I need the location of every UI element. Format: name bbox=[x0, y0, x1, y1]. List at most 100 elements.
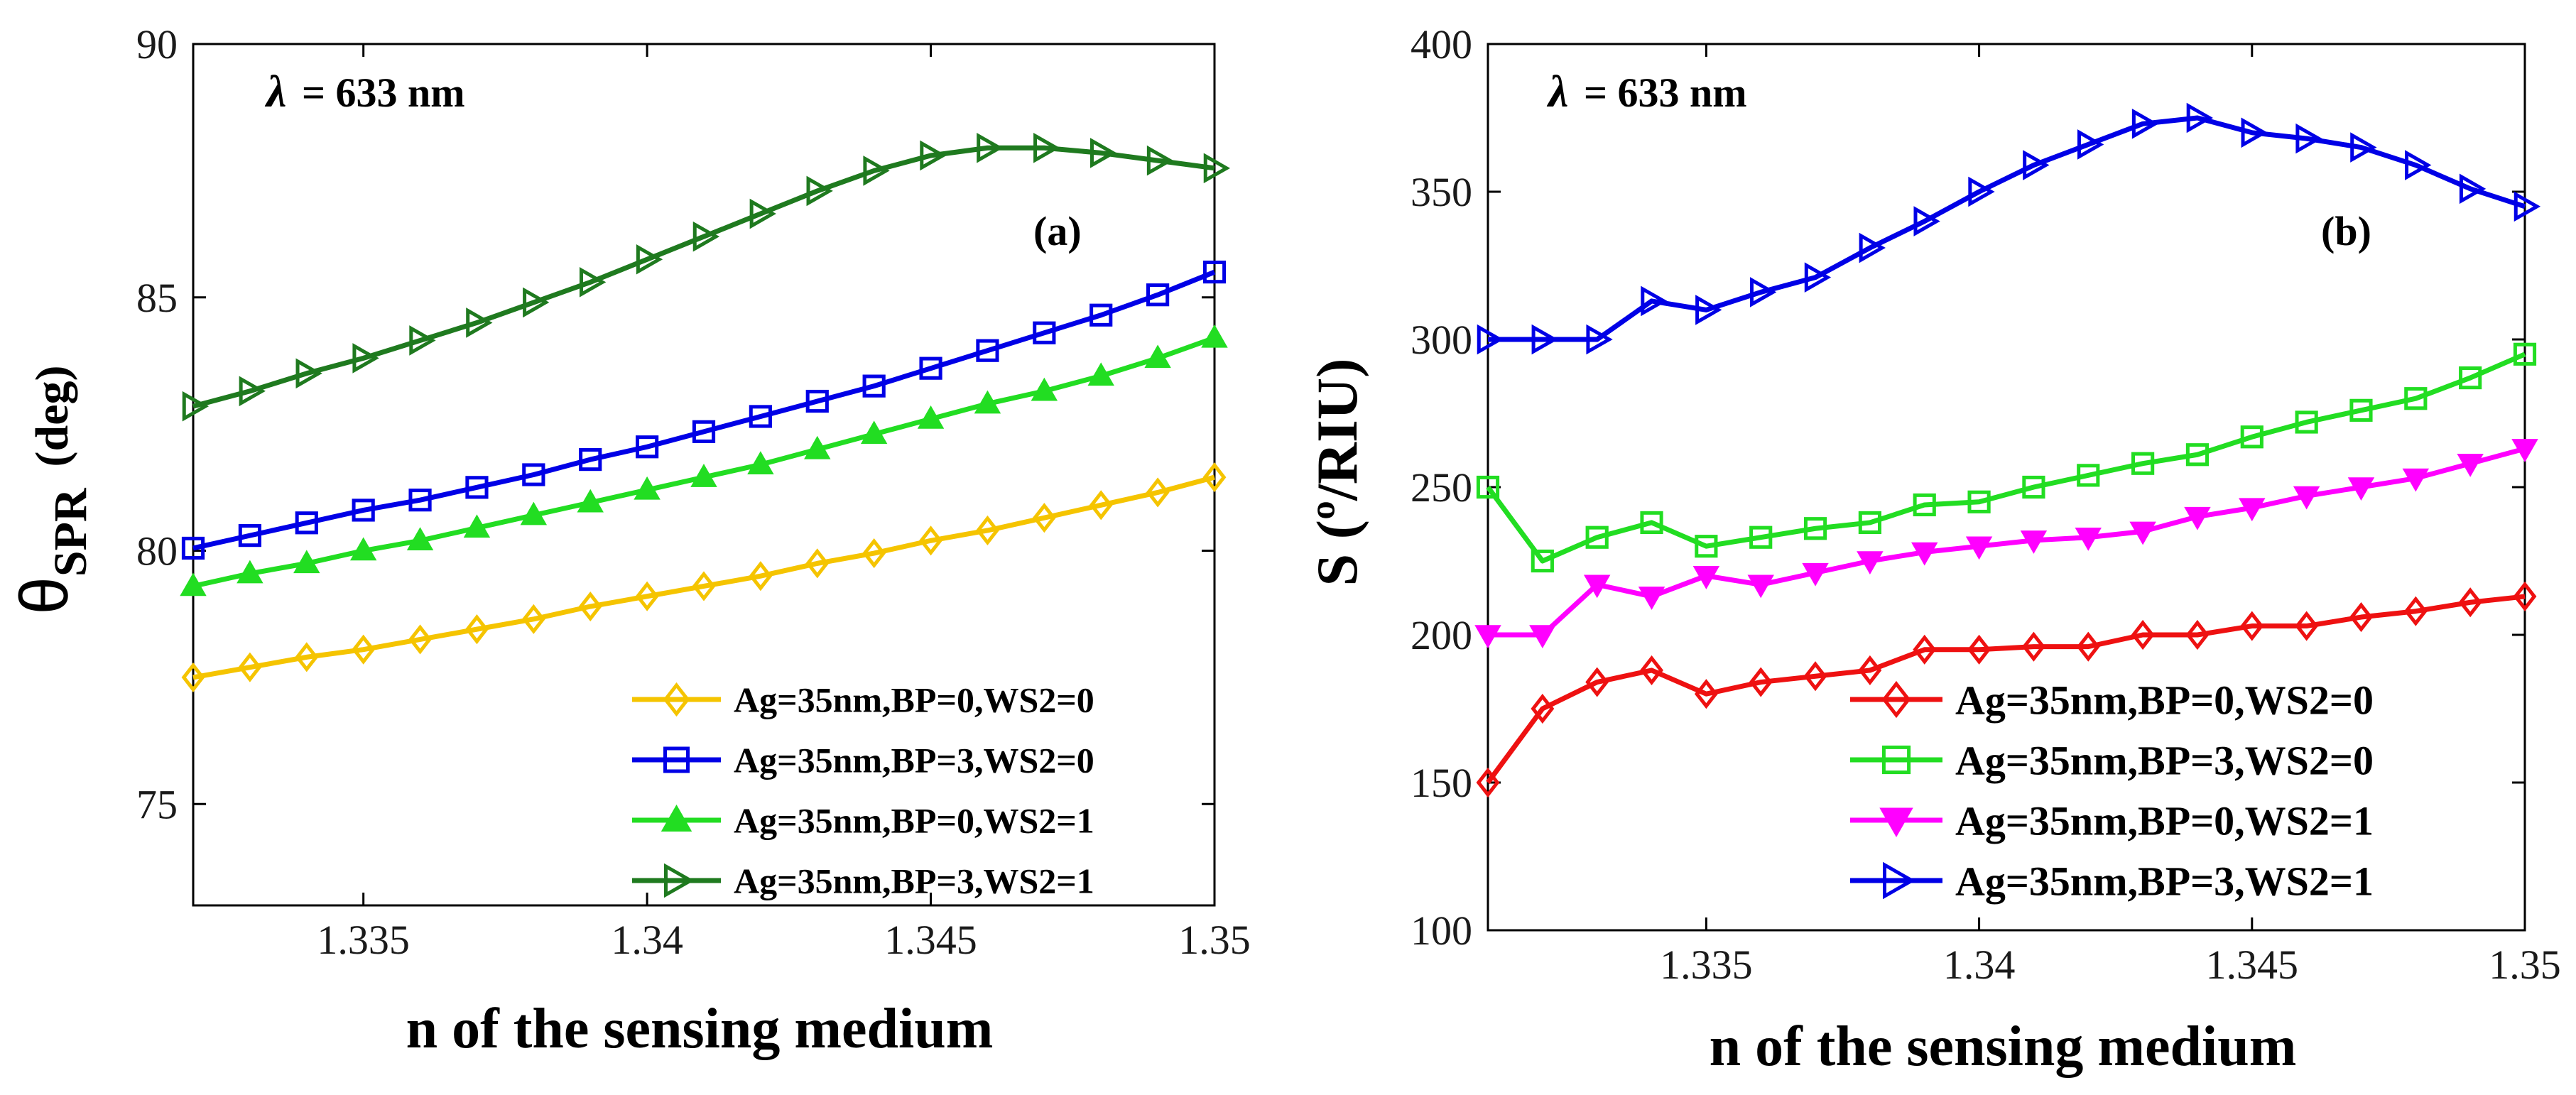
a-series-1-point bbox=[919, 525, 942, 556]
b-series-3 bbox=[1474, 439, 2538, 649]
b-series-2-point bbox=[2513, 342, 2537, 366]
panel-b: 100 150 200 250 300 350 400 1.335 1.34 1.345 1.35… bbox=[1305, 21, 2561, 1078]
panel-a-legend: Ag=35nm,BP=0,WS2=0 Ag=35nm,BP=3,WS2=0 Ag=3… bbox=[632, 680, 1094, 901]
a-series-4-point bbox=[920, 140, 947, 171]
b-series-4-point bbox=[1968, 176, 1995, 207]
a-series-3-point bbox=[1031, 377, 1058, 401]
a-series-1-point bbox=[1089, 490, 1113, 521]
b-series-4-point bbox=[1695, 295, 1722, 325]
a-series-4-point bbox=[636, 244, 663, 275]
b-series-3-point bbox=[1583, 574, 1611, 599]
b-series-2-point bbox=[2349, 398, 2373, 422]
svg-text:θSPR(deg): θSPR (deg) bbox=[6, 365, 97, 614]
b-series-4-point bbox=[1804, 262, 1832, 293]
panel-a-y-label-sub: SPR bbox=[45, 487, 97, 577]
b-series-3-point bbox=[1529, 625, 1556, 649]
a-y-tick-label: 90 bbox=[136, 21, 178, 67]
panel-b-label: (b) bbox=[2321, 208, 2371, 254]
b-series-3-point bbox=[1747, 574, 1774, 599]
b-series-1-point bbox=[1803, 661, 1827, 692]
a-series-2-point bbox=[1033, 321, 1056, 344]
panel-a-x-axis-label: n of the sensing medium bbox=[406, 998, 994, 1060]
a-series-1-point bbox=[1202, 462, 1227, 493]
a-series-1-point bbox=[238, 652, 262, 682]
b-series-1-point bbox=[1585, 667, 1609, 697]
b-y-tick-label: 400 bbox=[1411, 21, 1472, 67]
b-y-tick-label: 300 bbox=[1411, 317, 1472, 363]
a-legend-label: Ag=35nm,BP=0,WS2=0 bbox=[734, 680, 1094, 720]
b-series-2-point bbox=[1585, 525, 1609, 549]
b-series-2-point bbox=[1476, 475, 1500, 499]
panel-b-x-axis-label: n of the sensing medium bbox=[1710, 1015, 2297, 1078]
a-legend-label: Ag=35nm,BP=3,WS2=1 bbox=[734, 861, 1094, 901]
a-series-4-point bbox=[182, 391, 210, 422]
b-series-1-point bbox=[2076, 631, 2100, 662]
panel-a-annotation-wavelength: = 633 nm bbox=[302, 70, 465, 116]
a-series-2-point bbox=[352, 499, 375, 522]
b-series-3-point bbox=[1911, 542, 1938, 566]
a-legend-label: Ag=35nm,BP=3,WS2=0 bbox=[734, 741, 1094, 780]
b-legend-label: Ag=35nm,BP=0,WS2=0 bbox=[1955, 677, 2374, 723]
a-series-4-point bbox=[466, 307, 493, 338]
a-series-4-point bbox=[1203, 153, 1231, 184]
panel-a: 75 80 85 90 1.335 1.34 1.345 1.35 λ = 633 nm (… bbox=[6, 21, 1251, 1060]
b-series-2-point bbox=[2131, 452, 2155, 475]
a-series-2-point bbox=[1146, 283, 1170, 307]
a-legend-entry-3: Ag=35nm,BP=0,WS2=1 bbox=[632, 801, 1094, 841]
b-series-2-point bbox=[1803, 517, 1827, 540]
b-series-3-point bbox=[1965, 536, 1993, 560]
a-y-tick-label: 80 bbox=[136, 528, 178, 574]
a-x-tick-label: 1.335 bbox=[317, 917, 410, 963]
a-series-3-point bbox=[577, 489, 604, 513]
b-legend-label: Ag=35nm,BP=0,WS2=1 bbox=[1955, 797, 2374, 844]
b-legend-swatch-marker bbox=[1883, 861, 1916, 900]
a-series-3-line bbox=[192, 335, 1216, 589]
b-series-3-point bbox=[2020, 530, 2048, 554]
a-legend-entry-4: Ag=35nm,BP=3,WS2=1 bbox=[632, 861, 1094, 901]
b-series-1-point bbox=[2240, 611, 2264, 641]
a-series-1-point bbox=[635, 581, 659, 611]
b-series-1-point bbox=[1476, 767, 1500, 798]
a-series-4-point bbox=[239, 376, 266, 407]
panel-b-x-tick-labels: 1.335 1.34 1.345 1.35 bbox=[1660, 942, 2561, 988]
b-series-2-point bbox=[2077, 464, 2100, 487]
a-legend-swatch-marker bbox=[663, 746, 690, 773]
a-legend-swatch-marker bbox=[661, 804, 692, 832]
a-series-1-point bbox=[692, 571, 716, 601]
a-series-3 bbox=[180, 324, 1228, 596]
a-series-2-point bbox=[919, 356, 942, 380]
b-legend-entry-1: Ag=35nm,BP=0,WS2=0 bbox=[1850, 677, 2374, 723]
b-series-3-point bbox=[1474, 625, 1501, 649]
b-series-4 bbox=[1477, 102, 2541, 355]
b-series-3-point bbox=[1857, 551, 1884, 575]
b-series-2-point bbox=[1913, 493, 1936, 517]
panel-b-y-axis-label: S (º/RIU) bbox=[1305, 359, 1369, 587]
a-series-3-point bbox=[1201, 324, 1228, 348]
a-series-1-point bbox=[408, 624, 432, 655]
a-series-2-point bbox=[295, 511, 318, 535]
a-series-2-line bbox=[192, 269, 1216, 551]
a-series-3-point bbox=[917, 405, 945, 429]
b-series-1 bbox=[1476, 581, 2537, 798]
b-series-2-point bbox=[2459, 366, 2482, 390]
a-series-1-point bbox=[749, 561, 773, 592]
b-series-4-point bbox=[1477, 324, 1504, 355]
a-legend-swatch-marker bbox=[664, 863, 695, 898]
a-series-3-point bbox=[860, 420, 888, 445]
b-series-2-point bbox=[1967, 490, 1991, 513]
b-y-tick-label: 200 bbox=[1411, 612, 1472, 658]
b-series-4-point bbox=[2023, 150, 2050, 180]
b-series-1-point bbox=[1749, 667, 1773, 697]
a-series-4-point bbox=[806, 175, 833, 207]
b-series-1-point bbox=[2131, 619, 2155, 650]
a-legend-swatch-marker bbox=[663, 682, 690, 717]
a-series-2-point bbox=[579, 447, 602, 472]
b-series-3-point bbox=[2347, 477, 2375, 501]
a-series-3-point bbox=[804, 435, 831, 459]
b-x-tick-label: 1.34 bbox=[1943, 942, 2016, 988]
panel-a-annotation-lambda: λ bbox=[264, 66, 286, 116]
a-series-3-point bbox=[634, 476, 661, 500]
a-legend-label: Ag=35nm,BP=0,WS2=1 bbox=[734, 801, 1094, 841]
a-series-1-point bbox=[1146, 477, 1170, 508]
